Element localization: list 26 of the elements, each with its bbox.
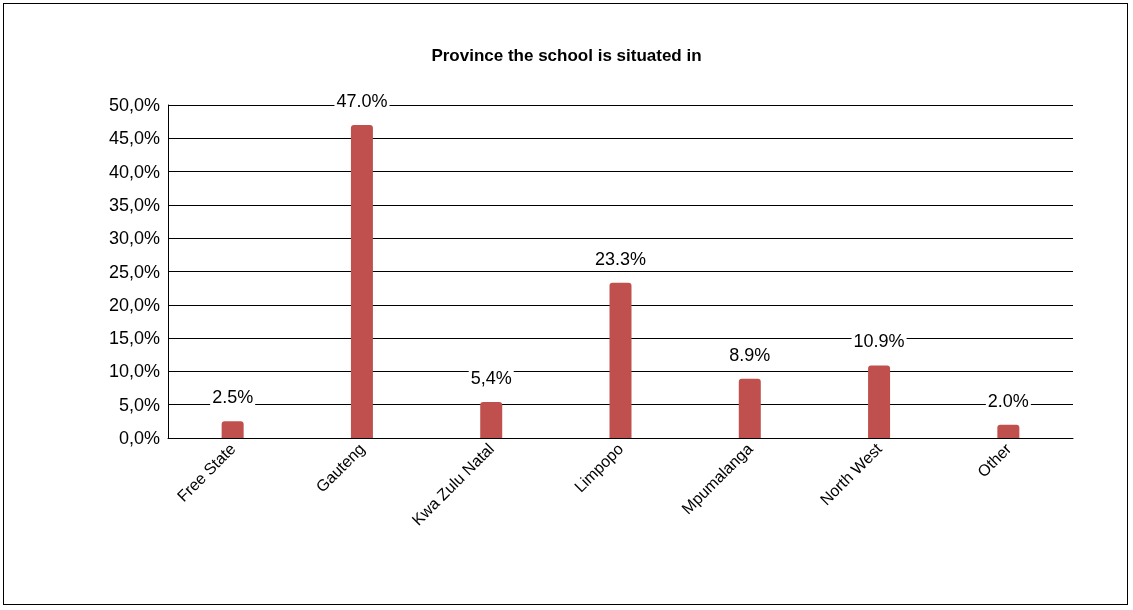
y-tick-label: 45,0% xyxy=(108,128,160,149)
y-tick-label: 15,0% xyxy=(108,328,160,349)
y-tick-label: 30,0% xyxy=(108,228,160,249)
data-label: 2.0% xyxy=(987,390,1029,411)
y-tick-label: 50,0% xyxy=(108,95,160,115)
y-tick-label: 40,0% xyxy=(108,161,160,182)
y-tick-label: 10,0% xyxy=(108,361,160,382)
data-label: 47.0% xyxy=(336,90,388,111)
bar xyxy=(868,365,891,438)
bar xyxy=(609,282,632,438)
chart-title: Province the school is situated in xyxy=(431,46,702,65)
y-tick-label: 25,0% xyxy=(108,261,160,282)
bar xyxy=(997,424,1020,438)
y-tick-label: 35,0% xyxy=(108,194,160,215)
data-label: 23.3% xyxy=(594,248,647,269)
data-label: 5,4% xyxy=(470,368,512,389)
y-tick-label: 20,0% xyxy=(108,294,160,315)
data-label: 10.9% xyxy=(853,331,905,352)
data-label: 2.5% xyxy=(212,387,254,408)
bar xyxy=(350,124,373,438)
bar xyxy=(738,378,761,438)
data-label: 8.9% xyxy=(729,344,771,365)
y-tick-label: 0,0% xyxy=(118,428,160,448)
bar xyxy=(221,421,244,438)
y-tick-label: 5,0% xyxy=(118,394,160,415)
bar xyxy=(480,402,503,438)
